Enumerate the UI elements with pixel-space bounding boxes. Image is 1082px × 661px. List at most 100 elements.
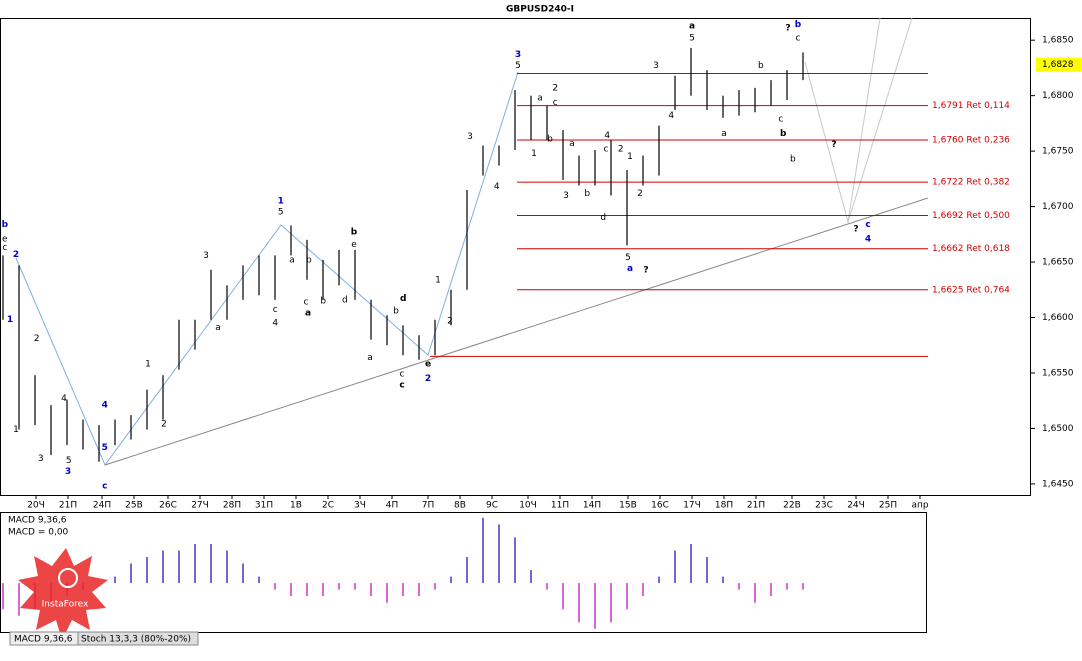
wave-label: 4 — [865, 234, 871, 244]
fib-label: 1,6760 Ret 0,236 — [932, 136, 1010, 146]
wave-label: a — [289, 255, 295, 265]
x-tick-label: 24П — [93, 501, 111, 511]
wave-label: 2 — [13, 250, 19, 260]
logo-icon — [58, 568, 78, 588]
wave-label: a — [569, 139, 575, 149]
wave-label: 5 — [689, 33, 695, 43]
chart-title: GBPUSD240-I — [506, 5, 574, 15]
tab[interactable] — [77, 631, 199, 646]
wave-label: a — [215, 323, 221, 333]
y-tick-label: 1,6750 — [1042, 147, 1074, 157]
x-tick-label: 15В — [619, 501, 637, 511]
x-tick-label: 10Ч — [519, 501, 537, 511]
wave-label: 3 — [515, 50, 521, 60]
wave-label: c — [399, 381, 404, 391]
wave-label: 4 — [102, 401, 108, 411]
x-tick-label: 8В — [454, 501, 466, 511]
wave-label: 5 — [278, 208, 284, 218]
x-tick-label: 11П — [551, 501, 569, 511]
y-tick-label: 1,6450 — [1042, 479, 1074, 489]
wave-label: 1 — [13, 425, 19, 435]
x-tick-label: 7П — [422, 501, 435, 511]
wave-label: 3 — [203, 251, 209, 261]
wave-label: ? — [831, 140, 836, 150]
wave-label: 1 — [531, 149, 537, 159]
wave-label: 3 — [65, 467, 71, 477]
wave-label: 1 — [145, 360, 151, 370]
x-tick-label: 9С — [486, 501, 498, 511]
wave-label: a — [689, 21, 695, 31]
wave-label: 5 — [625, 253, 631, 263]
last-price-label: 1,6828 — [1042, 60, 1074, 70]
x-tick-label: 31П — [255, 501, 273, 511]
wave-label: 2 — [552, 83, 558, 93]
logo-text: InstaForex — [42, 600, 89, 610]
y-tick-label: 1,6500 — [1042, 424, 1074, 434]
logo-badge — [18, 548, 108, 640]
macd-title: MACD 9,36,6 — [8, 516, 67, 526]
wave-label: 2 — [34, 334, 40, 344]
y-tick-label: 1,6650 — [1042, 258, 1074, 268]
x-tick-label: 4П — [386, 501, 399, 511]
trend-line — [104, 197, 929, 466]
x-tick-label: 24Ч — [847, 501, 865, 511]
wave-label: 3 — [653, 61, 659, 71]
x-tick-label: 2С — [322, 501, 334, 511]
y-tick-label: 1,6800 — [1042, 91, 1074, 101]
wave-label: e — [351, 240, 357, 250]
x-tick-label: 21П — [59, 501, 77, 511]
wave-label: b — [547, 134, 553, 144]
main-frame — [0, 18, 1031, 496]
fib-label: 1,6722 Ret 0,382 — [932, 178, 1010, 188]
wave-label: c — [102, 482, 107, 492]
tab-label[interactable]: Stoch 13,3,3 (80%-20%) — [81, 635, 191, 645]
x-tick-label: 3Ч — [354, 501, 366, 511]
main-plot: 1,6850 1,6800 1,6750 1,6700 1,6650 1,6600 1,65… — [2, 20, 1082, 511]
wave-label: 5 — [515, 61, 521, 71]
wave-label: 4 — [61, 394, 67, 404]
y-tick-label: 1,6700 — [1042, 202, 1074, 212]
wave-label: 1 — [7, 315, 13, 325]
wave-label: b — [758, 61, 764, 71]
wave-label: ? — [643, 265, 648, 275]
wave-label: c — [273, 305, 278, 315]
wave-label: e — [2, 234, 8, 244]
wave-label: ? — [853, 224, 858, 234]
x-tick-label: 17Ч — [683, 501, 701, 511]
wave-label: 4 — [494, 182, 500, 192]
x-tick-label: 20Ч — [27, 501, 45, 511]
wave-label: e — [425, 360, 431, 370]
x-tick-label: 18П — [715, 501, 733, 511]
wave-label: a — [305, 309, 311, 319]
wave-label: c — [796, 33, 801, 43]
wave-label: b — [584, 189, 590, 199]
wave-label: 3 — [467, 132, 473, 142]
fib-label: 1,6692 Ret 0,500 — [932, 211, 1010, 221]
projection-line — [847, 17, 881, 223]
wave-label: 4 — [272, 319, 278, 329]
y-tick-label: 1,6600 — [1042, 313, 1074, 323]
x-tick-label: 14П — [583, 501, 601, 511]
x-tick-label: 21П — [747, 501, 765, 511]
x-tick-label: 22В — [783, 501, 801, 511]
macd-frame — [0, 512, 927, 633]
x-tick-label: 25В — [125, 501, 143, 511]
last-price-box — [1036, 57, 1082, 72]
wave-label: 2 — [447, 316, 453, 326]
x-tick-label: 28П — [223, 501, 241, 511]
tab-label[interactable]: MACD 9,36,6 — [14, 635, 73, 645]
wave-label: d — [400, 294, 406, 304]
wave-label: 2 — [425, 374, 431, 384]
wave-label: 2 — [618, 144, 624, 154]
x-tick-label: апр — [911, 501, 928, 511]
wave-label: 1 — [278, 197, 284, 207]
wave-label: 1 — [435, 275, 441, 285]
wave-label: c — [553, 98, 558, 108]
x-tick-label: 16С — [651, 501, 669, 511]
x-tick-label: 27Ч — [191, 501, 209, 511]
wave-label: 1 — [627, 152, 633, 162]
wave-label: b — [306, 255, 312, 265]
wave-label: b — [2, 220, 9, 230]
fib-label: 1,6625 Ret 0,764 — [932, 285, 1010, 295]
